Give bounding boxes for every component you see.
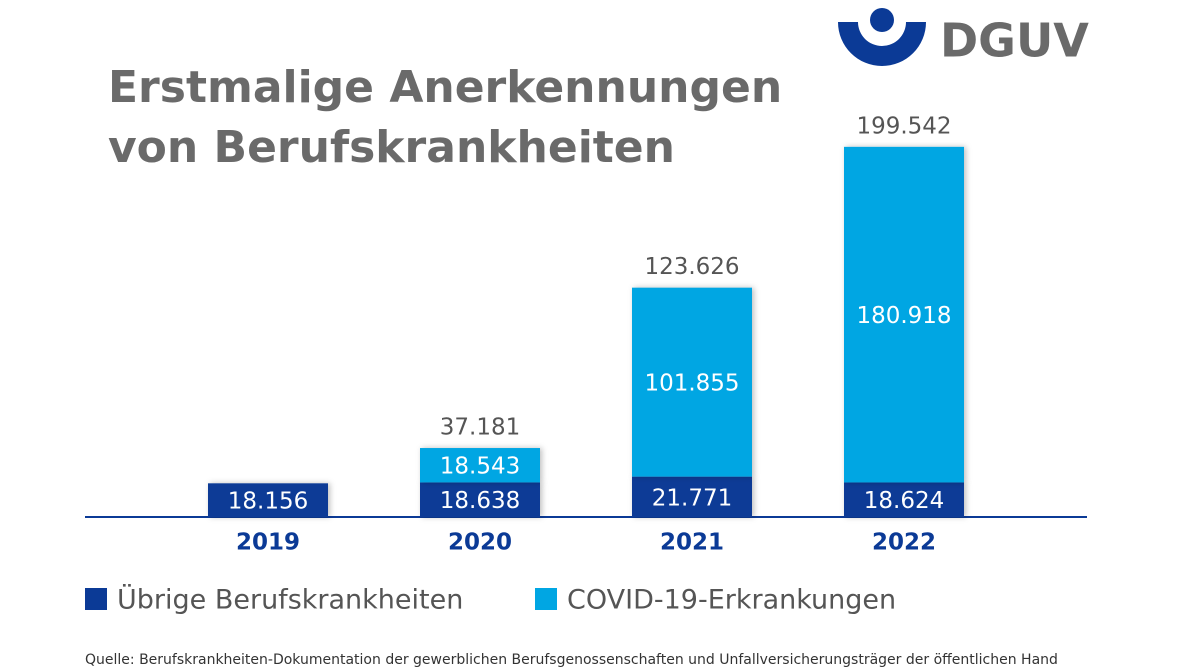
chart-title: von Berufskrankheiten (108, 122, 675, 173)
value-label: 101.855 (644, 371, 739, 397)
bar-segment (208, 483, 328, 517)
bar-segment (420, 482, 540, 517)
bar-segment (420, 448, 540, 483)
bar-segment (632, 287, 752, 477)
chart-title: Erstmalige Anerkennungen (108, 62, 782, 113)
total-label: 123.626 (644, 254, 739, 280)
source: Quelle: Berufskrankheiten-Dokumentation … (85, 652, 1058, 668)
x-tick-label: 2021 (660, 530, 724, 556)
x-tick-label: 2019 (236, 530, 300, 556)
value-label: 18.638 (440, 488, 520, 514)
legend-label: COVID-19-Erkrankungen (567, 585, 896, 616)
legend-label: Übrige Berufskrankheiten (117, 584, 463, 616)
x-tick-label: 2020 (448, 530, 512, 556)
value-label: 18.624 (864, 488, 944, 514)
logo-arc (838, 22, 926, 66)
bar-segment (844, 146, 964, 483)
bar-segment (632, 476, 752, 517)
logo: DGUV (838, 8, 1089, 68)
total-label: 37.181 (440, 415, 520, 441)
logo-text: DGUV (940, 14, 1089, 68)
value-label: 18.543 (440, 454, 520, 480)
legend-swatch (535, 588, 557, 610)
logo-dot (870, 8, 894, 32)
total-label: 199.542 (856, 113, 951, 139)
value-label: 18.156 (228, 489, 308, 515)
value-label: 180.918 (856, 303, 951, 329)
value-label: 21.771 (652, 485, 732, 511)
legend-swatch (85, 588, 107, 610)
x-tick-label: 2022 (872, 530, 936, 556)
bar-segment (844, 482, 964, 517)
